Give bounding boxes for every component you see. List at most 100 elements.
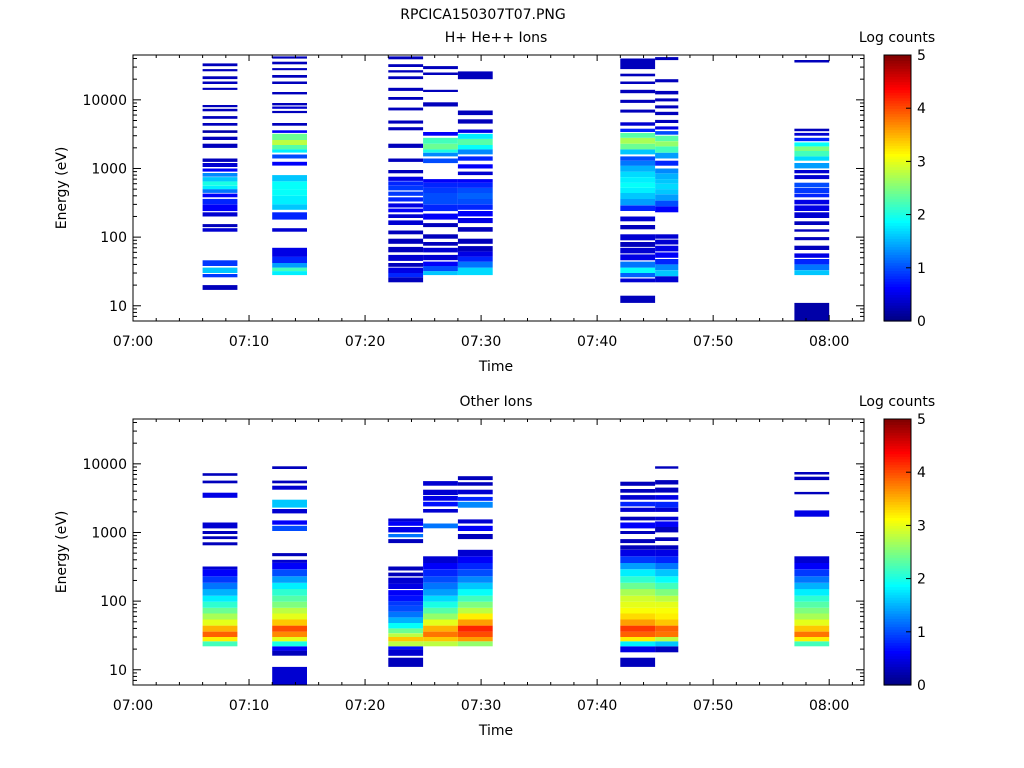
heatmap-cell <box>620 619 656 626</box>
colorbar-swatch <box>884 156 911 160</box>
heatmap-cell <box>423 501 458 507</box>
colorbar-swatch <box>884 490 911 495</box>
colorbar-swatch <box>884 137 911 141</box>
y-tick-label: 1000 <box>91 161 127 177</box>
colorbar-swatch <box>884 421 911 425</box>
heatmap-cell <box>620 539 656 544</box>
heatmap-cell <box>202 177 238 182</box>
heatmap-cell <box>388 87 424 91</box>
colorbar-swatch <box>884 161 911 165</box>
heatmap-cell <box>655 595 679 602</box>
colorbar-tick-label: 0 <box>917 314 926 330</box>
heatmap-cell <box>388 120 424 124</box>
colorbar-swatch <box>884 682 911 686</box>
heatmap-cell <box>457 534 493 540</box>
colorbar-swatch <box>884 180 911 184</box>
heatmap-cell <box>272 130 307 133</box>
colorbar-swatch <box>884 102 911 107</box>
heatmap-cell <box>272 631 307 637</box>
colorbar-tick-label: 5 <box>917 48 926 64</box>
colorbar-swatch <box>884 666 911 670</box>
heatmap-cell <box>272 637 307 642</box>
colorbar-swatch <box>884 631 911 636</box>
heatmap-cell <box>457 188 493 193</box>
heatmap-cell <box>620 522 656 529</box>
heatmap-cell <box>620 193 656 199</box>
heatmap-cell <box>423 569 458 577</box>
heatmap-cell <box>655 200 679 207</box>
colorbar-swatch <box>884 307 911 311</box>
heatmap-cell <box>202 130 238 133</box>
colorbar-swatch <box>884 434 911 439</box>
colorbar-swatch <box>884 583 911 588</box>
heatmap-cell <box>423 198 458 205</box>
heatmap-cell <box>620 601 656 608</box>
heatmap-cell <box>655 527 679 533</box>
panel-title: H+ He++ Ions <box>445 30 548 46</box>
heatmap-cell <box>202 492 238 498</box>
heatmap-cell <box>202 173 238 177</box>
heatmap-cell <box>620 278 656 283</box>
colorbar-swatch <box>884 559 911 564</box>
heatmap-cell <box>388 107 424 111</box>
colorbar-swatch <box>884 113 911 117</box>
heatmap-cell <box>655 576 679 583</box>
heatmap-cell <box>272 525 307 531</box>
heatmap-cell <box>457 119 493 124</box>
heatmap-cells <box>202 56 830 321</box>
heatmap-cell <box>423 72 458 75</box>
heatmap-cell <box>794 562 830 570</box>
heatmap-cell <box>202 260 238 266</box>
colorbar-swatch <box>884 501 911 505</box>
heatmap-cell <box>423 188 458 193</box>
heatmap-cell <box>655 631 679 637</box>
colorbar-swatch <box>884 578 911 582</box>
colorbar: 0 1 2 3 4 5 <box>883 412 926 694</box>
heatmap-cell <box>794 182 830 188</box>
heatmap-cell <box>202 123 238 126</box>
colorbar-swatch <box>884 62 911 67</box>
heatmap-cell <box>457 261 493 268</box>
heatmap-cell <box>202 76 238 80</box>
heatmap-cell <box>457 496 493 501</box>
heatmap-cell <box>655 607 679 614</box>
heatmap-cell <box>423 589 458 596</box>
heatmap-cell <box>423 213 458 220</box>
heatmap-cell <box>202 108 238 112</box>
heatmap-cell <box>620 58 656 70</box>
heatmap-cell <box>620 99 656 103</box>
heatmap-cell <box>457 246 493 252</box>
heatmap-cell <box>457 489 493 495</box>
heatmap-cell <box>202 613 238 620</box>
heatmap-cell <box>620 160 656 166</box>
heatmap-cell <box>457 476 493 481</box>
heatmap-cell <box>388 633 424 637</box>
heatmap-cell <box>202 536 238 540</box>
heatmap-cell <box>272 81 307 84</box>
heatmap-cell <box>655 589 679 596</box>
colorbar-swatch <box>884 671 911 675</box>
heatmap-cell <box>655 105 679 109</box>
heatmap-cell <box>794 582 830 590</box>
colorbar-swatch <box>884 142 911 147</box>
colorbar-swatch <box>884 78 911 83</box>
heatmap-cell <box>423 641 458 647</box>
heatmap-cell <box>202 228 238 232</box>
heatmap-cell <box>423 254 458 261</box>
colorbar-swatch <box>884 602 911 606</box>
heatmap-cell <box>423 66 458 70</box>
y-axis-label: Energy (eV) <box>54 511 70 594</box>
heatmap-cell <box>388 181 424 186</box>
heatmap-cell <box>272 145 307 150</box>
heatmap-cell <box>423 143 458 150</box>
colorbar-swatch <box>884 169 911 173</box>
heatmap-cell <box>655 239 679 245</box>
heatmap-cell <box>620 489 656 493</box>
heatmap-cell <box>423 637 458 642</box>
heatmap-cell <box>457 218 493 224</box>
colorbar-swatch <box>884 291 911 295</box>
colorbar-swatch <box>884 546 911 550</box>
heatmap-cell <box>272 195 307 205</box>
heatmap-cell <box>794 229 830 232</box>
